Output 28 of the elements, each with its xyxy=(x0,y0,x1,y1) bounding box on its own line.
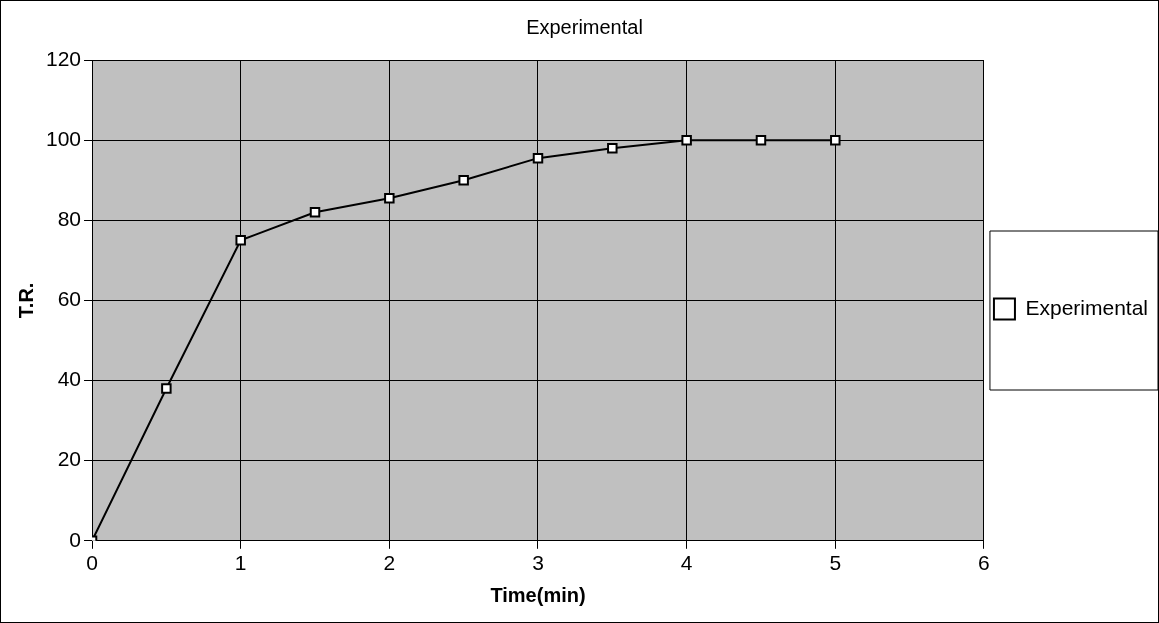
point xyxy=(532,152,544,164)
point xyxy=(607,142,618,154)
point xyxy=(309,207,321,218)
point xyxy=(830,134,841,146)
y-tick-label: 80 xyxy=(57,207,82,231)
x-tick-label: 4 xyxy=(680,551,693,575)
y-tick-label: 120 xyxy=(45,46,82,70)
y-tick-label: 20 xyxy=(57,447,82,471)
point xyxy=(161,383,172,394)
chart-title: Experimental xyxy=(526,15,643,38)
legend-label: Experimental xyxy=(1025,295,1149,319)
x-tick-label: 5 xyxy=(829,551,842,575)
y-tick-label: 40 xyxy=(57,367,82,391)
point xyxy=(384,192,395,204)
x-tick-label: 0 xyxy=(86,551,98,575)
point xyxy=(681,134,692,146)
y-tick-label: 0 xyxy=(69,527,82,551)
x-axis-title: Time(min) xyxy=(490,583,586,606)
y-tick-label: 60 xyxy=(57,287,82,311)
y-tick-label: 100 xyxy=(45,126,82,150)
point xyxy=(755,134,767,146)
x-tick-label: 2 xyxy=(383,551,396,575)
point xyxy=(458,174,469,186)
point xyxy=(235,235,246,246)
x-tick-label: 6 xyxy=(978,551,990,575)
x-tick-label: 1 xyxy=(234,551,247,575)
x-tick-label: 3 xyxy=(532,551,544,575)
y-axis-title: T.R. xyxy=(14,282,37,319)
